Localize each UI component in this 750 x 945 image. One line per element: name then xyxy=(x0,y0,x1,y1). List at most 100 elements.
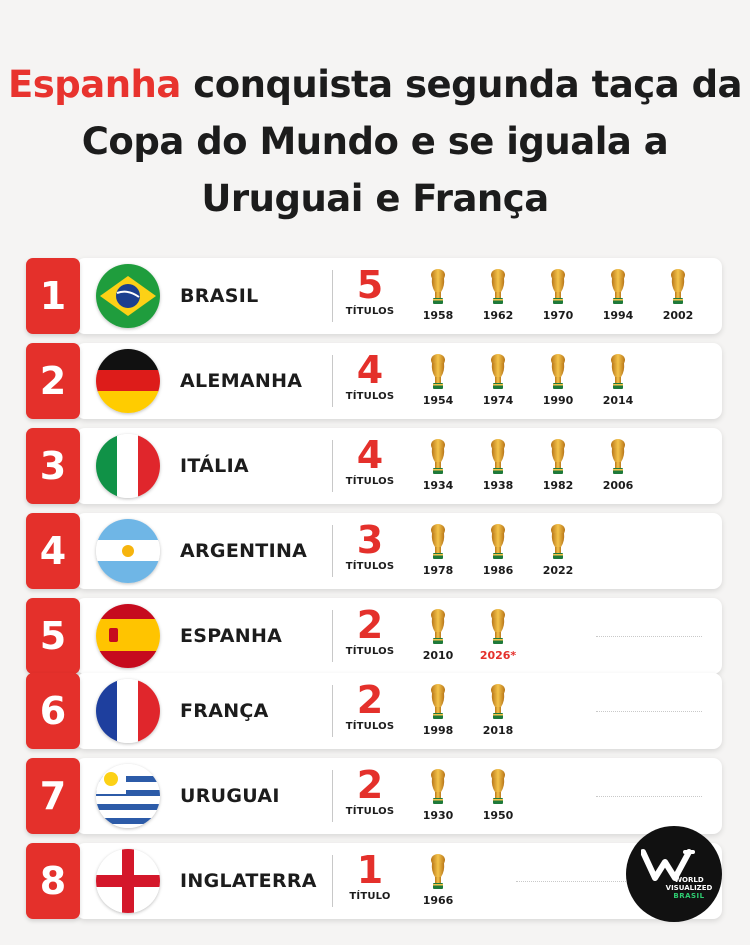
rank-badge: 1 xyxy=(26,258,80,334)
dotted-line xyxy=(596,636,702,637)
title-label: TÍTULOS xyxy=(345,306,395,317)
trophy-item: 1966 xyxy=(408,853,468,907)
trophy-item: 1962 xyxy=(468,268,528,322)
world-visualized-logo: WORLD VISUALIZED BRASIL xyxy=(626,826,722,922)
divider xyxy=(332,270,333,322)
divider xyxy=(332,855,333,907)
trophy-item: 1930 xyxy=(408,768,468,822)
country-card: ARGENTINA 3 TÍTULOS 1978 1986 2022 xyxy=(76,513,722,589)
trophy-year: 2014 xyxy=(602,394,634,407)
title-count: 1 xyxy=(356,848,384,892)
country-card: ITÁLIA 4 TÍTULOS 1934 1938 1982 2006 xyxy=(76,428,722,504)
country-card: URUGUAI 2 TÍTULOS 1930 1950 xyxy=(76,758,722,834)
trophy-year: 1986 xyxy=(482,564,514,577)
country-name: BRASIL xyxy=(180,285,259,307)
divider xyxy=(332,355,333,407)
logo-line-2: VISUALIZED xyxy=(665,884,713,892)
title-label: TÍTULOS xyxy=(345,806,395,817)
headline: Espanha conquista segunda taça da Copa d… xyxy=(0,56,750,227)
divider xyxy=(332,525,333,577)
divider xyxy=(332,685,333,737)
trophy-icon xyxy=(528,268,588,306)
trophy-icon xyxy=(588,268,648,306)
trophy-icon xyxy=(468,523,528,561)
dotted-line xyxy=(596,711,702,712)
trophy-year: 1998 xyxy=(422,724,454,737)
country-card: FRANÇA 2 TÍTULOS 1998 2018 xyxy=(76,673,722,749)
trophy-item: 1994 xyxy=(588,268,648,322)
spain-flag-icon xyxy=(96,604,160,668)
country-name: URUGUAI xyxy=(180,785,280,807)
divider xyxy=(332,770,333,822)
trophy-year: 1994 xyxy=(602,309,634,322)
trophy-year: 2006 xyxy=(602,479,634,492)
rank-badge: 7 xyxy=(26,758,80,834)
trophy-year: 1938 xyxy=(482,479,514,492)
title-count: 3 xyxy=(356,518,384,562)
country-name: FRANÇA xyxy=(180,700,269,722)
country-card: ESPANHA 2 TÍTULOS 2010 2026* xyxy=(76,598,722,674)
rank-badge: 2 xyxy=(26,343,80,419)
trophy-year: 1978 xyxy=(422,564,454,577)
trophy-icon xyxy=(408,268,468,306)
trophy-year: 1958 xyxy=(422,309,454,322)
country-card: ALEMANHA 4 TÍTULOS 1954 1974 1990 2014 xyxy=(76,343,722,419)
trophy-year: 2002 xyxy=(662,309,694,322)
wv-logo-icon xyxy=(641,849,695,881)
rank-badge: 4 xyxy=(26,513,80,589)
trophy-icon xyxy=(408,608,468,646)
trophy-item: 1938 xyxy=(468,438,528,492)
title-label: TÍTULOS xyxy=(345,476,395,487)
country-name: ESPANHA xyxy=(180,625,283,647)
trophy-year: 1954 xyxy=(422,394,454,407)
trophy-item: 1974 xyxy=(468,353,528,407)
trophy-year: 1974 xyxy=(482,394,514,407)
trophy-item: 1990 xyxy=(528,353,588,407)
brazil-flag-icon xyxy=(96,264,160,328)
trophy-icon xyxy=(468,768,528,806)
trophy-icon xyxy=(408,523,468,561)
ranking-row: 3 ITÁLIA 4 TÍTULOS 1934 1938 1982 2006 xyxy=(26,428,722,504)
ranking-row: 8 INGLATERRA 1 TÍTULO 1966 xyxy=(26,843,722,919)
trophy-year: 1950 xyxy=(482,809,514,822)
trophy-item: 2002 xyxy=(648,268,708,322)
england-flag-icon xyxy=(96,849,160,913)
title-label: TÍTULO xyxy=(349,891,391,902)
trophy-year: 1990 xyxy=(542,394,574,407)
germany-flag-icon xyxy=(96,349,160,413)
trophy-item: 2014 xyxy=(588,353,648,407)
divider xyxy=(332,440,333,492)
trophy-icon xyxy=(408,438,468,476)
rank-badge: 6 xyxy=(26,673,80,749)
trophy-icon xyxy=(528,353,588,391)
trophy-year: 2018 xyxy=(482,724,514,737)
trophy-item: 2022 xyxy=(528,523,588,577)
argentina-flag-icon xyxy=(96,519,160,583)
trophy-item: 1958 xyxy=(408,268,468,322)
country-name: ALEMANHA xyxy=(180,370,303,392)
trophy-icon xyxy=(468,353,528,391)
trophy-item: 1954 xyxy=(408,353,468,407)
trophy-year: 1966 xyxy=(422,894,454,907)
trophy-year: 2026* xyxy=(479,649,517,662)
ranking-row: 7 URUGUAI 2 TÍTULOS 1930 1950 xyxy=(26,758,722,834)
trophy-item: 1934 xyxy=(408,438,468,492)
trophy-icon xyxy=(528,523,588,561)
trophy-year: 2010 xyxy=(422,649,454,662)
title-label: TÍTULOS xyxy=(345,646,395,657)
headline-highlight: Espanha xyxy=(7,63,181,106)
trophy-icon xyxy=(468,268,528,306)
country-name: ITÁLIA xyxy=(180,455,249,477)
ranking-row: 1 BRASIL 5 TÍTULOS 1958 1962 1970 1994 2002 xyxy=(26,258,722,334)
title-count: 2 xyxy=(356,603,384,647)
trophy-year: 1970 xyxy=(542,309,574,322)
title-label: TÍTULOS xyxy=(345,391,395,402)
logo-line-3: BRASIL xyxy=(673,892,705,900)
ranking-row: 6 FRANÇA 2 TÍTULOS 1998 2018 xyxy=(26,673,722,749)
italy-flag-icon xyxy=(96,434,160,498)
trophy-item: 2006 xyxy=(588,438,648,492)
trophy-icon xyxy=(648,268,708,306)
dotted-line xyxy=(516,881,702,882)
trophy-year: 1930 xyxy=(422,809,454,822)
title-count: 5 xyxy=(356,263,384,307)
